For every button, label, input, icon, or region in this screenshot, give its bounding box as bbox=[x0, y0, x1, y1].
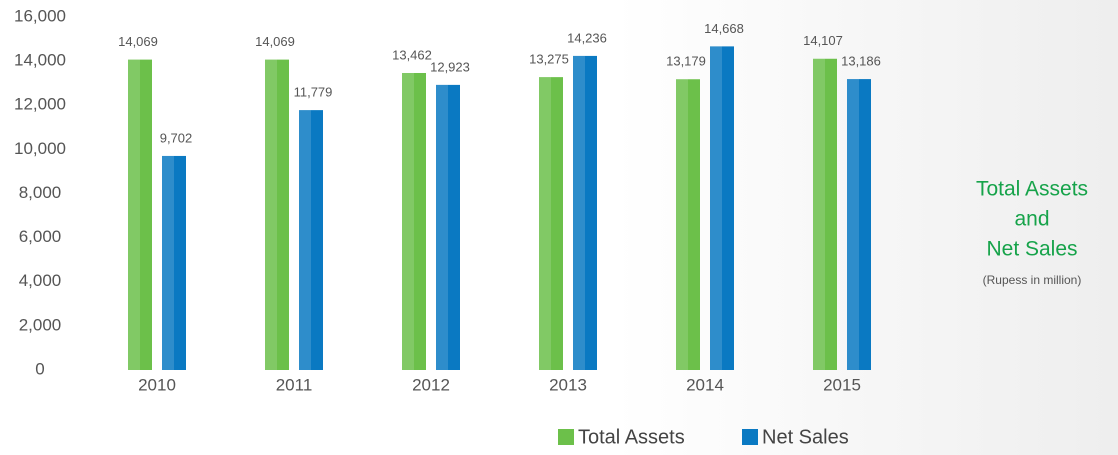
chart-title: Net Sales bbox=[986, 238, 1077, 261]
bar-shade bbox=[436, 84, 448, 370]
x-tick-label: 2010 bbox=[138, 375, 176, 394]
bar bbox=[162, 155, 186, 370]
value-label: 13,186 bbox=[841, 54, 881, 69]
value-label: 12,923 bbox=[430, 59, 470, 74]
value-label: 14,107 bbox=[803, 33, 843, 48]
bar bbox=[676, 79, 700, 370]
bar bbox=[710, 46, 734, 371]
x-tick-label: 2013 bbox=[549, 375, 587, 394]
legend-label: Total Assets bbox=[578, 426, 685, 448]
bar bbox=[436, 84, 460, 370]
bar-shade bbox=[265, 59, 277, 370]
x-tick-label: 2011 bbox=[276, 375, 313, 394]
y-tick-label: 12,000 bbox=[14, 95, 66, 114]
bar-shade bbox=[162, 155, 174, 370]
bar-shade bbox=[813, 58, 825, 370]
bar-shade bbox=[710, 46, 722, 371]
legend-swatch bbox=[742, 429, 758, 445]
bar-shade bbox=[847, 79, 859, 371]
bar bbox=[402, 72, 426, 370]
chart-title: Total Assets bbox=[976, 178, 1088, 201]
y-tick-label: 8,000 bbox=[19, 183, 62, 202]
y-tick-label: 0 bbox=[35, 359, 44, 378]
value-label: 13,179 bbox=[666, 54, 706, 69]
bar bbox=[265, 59, 289, 370]
legend-swatch bbox=[558, 429, 574, 445]
bar bbox=[128, 59, 152, 370]
y-tick-label: 14,000 bbox=[14, 51, 66, 70]
value-label: 13,275 bbox=[529, 52, 569, 67]
y-tick-label: 4,000 bbox=[19, 271, 62, 290]
bar-shade bbox=[676, 79, 688, 370]
value-label: 14,668 bbox=[704, 21, 744, 36]
value-label: 9,702 bbox=[160, 130, 193, 145]
value-label: 14,069 bbox=[255, 34, 295, 49]
value-label: 11,779 bbox=[294, 85, 333, 100]
bar bbox=[847, 79, 871, 371]
y-tick-label: 2,000 bbox=[19, 315, 62, 334]
y-tick-label: 6,000 bbox=[19, 227, 62, 246]
value-label: 13,462 bbox=[392, 47, 432, 62]
bar bbox=[573, 55, 597, 371]
chart-title: and bbox=[1014, 208, 1049, 231]
bar-shade bbox=[539, 77, 551, 371]
legend-label: Net Sales bbox=[762, 426, 849, 448]
bar-shade bbox=[128, 59, 140, 370]
bar-shade bbox=[402, 72, 414, 370]
value-label: 14,236 bbox=[567, 30, 607, 45]
bar-shade bbox=[573, 55, 585, 371]
y-tick-label: 16,000 bbox=[14, 6, 66, 25]
bar-shade bbox=[299, 110, 311, 371]
bar bbox=[813, 58, 837, 370]
y-tick-label: 10,000 bbox=[14, 139, 66, 158]
bar bbox=[299, 110, 323, 371]
x-tick-label: 2014 bbox=[686, 375, 724, 394]
chart-subtitle: (Rupess in million) bbox=[983, 273, 1082, 287]
value-label: 14,069 bbox=[118, 34, 158, 49]
x-tick-label: 2012 bbox=[412, 375, 450, 394]
x-tick-label: 2015 bbox=[823, 375, 861, 394]
bar bbox=[539, 77, 563, 371]
